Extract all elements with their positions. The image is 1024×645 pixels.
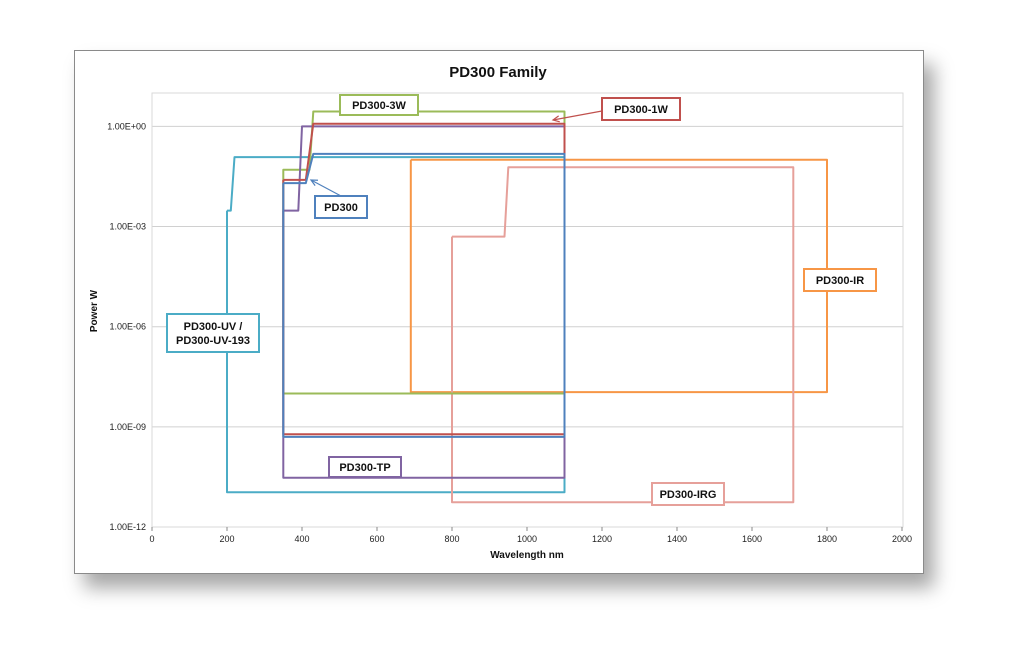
y-tick-label: 1.00E-09 bbox=[109, 422, 146, 432]
callout-box bbox=[339, 94, 419, 116]
callout-label: PD300-UV-193 bbox=[176, 335, 250, 347]
chart-title: PD300 Family bbox=[449, 64, 547, 81]
chart-card: PD300 Family PD300-3W PD300-1W PD300 PD300-… bbox=[74, 50, 924, 574]
series-line-3 bbox=[282, 110, 566, 395]
x-tick-label: 1600 bbox=[742, 534, 762, 544]
series-line-4 bbox=[282, 125, 566, 479]
callout-arrow-line bbox=[552, 110, 603, 121]
callout-0: PD300-3W bbox=[339, 94, 419, 116]
callout-arrowhead bbox=[309, 179, 319, 187]
callout-label: PD300 bbox=[324, 202, 358, 214]
callout-1: PD300-1W bbox=[551, 97, 681, 123]
y-tick-label: 1.00E-12 bbox=[109, 522, 146, 532]
callout-label: PD300-1W bbox=[614, 104, 668, 116]
y-tick-label: 1.00E-03 bbox=[109, 222, 146, 232]
x-tick-label: 1400 bbox=[667, 534, 687, 544]
callout-arrowhead bbox=[551, 115, 560, 123]
y-tick-label: 1.00E+00 bbox=[107, 121, 146, 131]
callout-label: PD300-IRG bbox=[660, 489, 717, 501]
callout-4: PD300-UV / PD300-UV-193 bbox=[166, 313, 260, 353]
x-tick-label: 800 bbox=[444, 534, 459, 544]
x-tick-label: 2000 bbox=[892, 534, 912, 544]
callout-box bbox=[651, 482, 725, 506]
x-axis-title: Wavelength nm bbox=[490, 550, 564, 561]
x-tick-label: 200 bbox=[219, 534, 234, 544]
x-tick-label: 600 bbox=[369, 534, 384, 544]
x-tick-label: 1200 bbox=[592, 534, 612, 544]
callout-label: PD300-3W bbox=[352, 100, 406, 112]
plot-area bbox=[151, 92, 904, 528]
series-line-0 bbox=[226, 156, 566, 494]
callout-label: PD300-IR bbox=[816, 275, 864, 287]
y-tick-label: 1.00E-06 bbox=[109, 322, 146, 332]
series-line-1 bbox=[409, 158, 828, 394]
series-line-6 bbox=[282, 152, 566, 438]
x-tick-label: 0 bbox=[149, 534, 154, 544]
callout-5: PD300-TP bbox=[328, 456, 402, 478]
callout-2: PD300 bbox=[309, 179, 368, 219]
callout-box bbox=[328, 456, 402, 478]
callout-arrow-line bbox=[310, 179, 342, 197]
callout-6: PD300-IRG bbox=[651, 482, 725, 506]
y-axis-title: Power W bbox=[89, 289, 100, 332]
chart-svg: PD300 Family PD300-3W PD300-1W PD300 PD300-… bbox=[89, 64, 912, 561]
callout-label: PD300-UV / bbox=[184, 321, 243, 333]
callout-box bbox=[803, 268, 877, 292]
callout-box bbox=[601, 97, 681, 121]
callout-3: PD300-IR bbox=[803, 268, 877, 292]
series-line-2 bbox=[451, 166, 795, 504]
x-tick-label: 400 bbox=[294, 534, 309, 544]
callout-box bbox=[166, 313, 260, 353]
x-tick-label: 1000 bbox=[517, 534, 537, 544]
callout-label: PD300-TP bbox=[339, 462, 390, 474]
x-tick-label: 1800 bbox=[817, 534, 837, 544]
series-line-5 bbox=[282, 122, 566, 436]
